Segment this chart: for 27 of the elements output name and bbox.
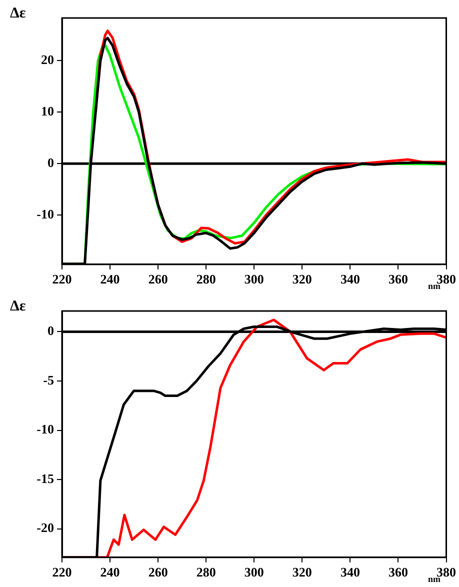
x-tick-label: 360 bbox=[388, 564, 408, 580]
y-tick-label: 10 bbox=[41, 103, 54, 118]
x-tick-label: 220 bbox=[52, 272, 72, 287]
y-tick-label: 20 bbox=[41, 52, 54, 68]
x-tick-label: 240 bbox=[100, 272, 120, 287]
x-tick-label: 220 bbox=[52, 564, 72, 580]
y-tick-label: -5 bbox=[43, 372, 54, 388]
x-tick-label: 300 bbox=[244, 564, 264, 580]
x-tick-label: 280 bbox=[196, 564, 216, 580]
x-tick-label: 360 bbox=[388, 272, 408, 287]
y-tick-label: 0 bbox=[48, 323, 54, 338]
x-tick-label: 340 bbox=[340, 272, 360, 287]
x-tick-label: 300 bbox=[244, 272, 264, 287]
x-tick-label: 320 bbox=[292, 564, 312, 580]
y-tick-label: -20 bbox=[36, 520, 54, 536]
x-tick-label: 320 bbox=[292, 272, 312, 287]
y-axis-title: Δε bbox=[10, 298, 26, 314]
y-tick-label: -10 bbox=[36, 206, 54, 222]
x-tick-label: 340 bbox=[340, 564, 360, 580]
x-tick-label: 260 bbox=[148, 564, 168, 580]
x-tick-label: 240 bbox=[100, 564, 120, 580]
y-tick-label: -15 bbox=[36, 470, 54, 486]
y-tick-label: -10 bbox=[36, 422, 54, 437]
y-tick-label: 0 bbox=[48, 154, 54, 170]
x-tick-label: 260 bbox=[148, 272, 168, 287]
x-tick-label: 280 bbox=[196, 272, 216, 287]
y-axis-title: Δε bbox=[10, 5, 26, 22]
